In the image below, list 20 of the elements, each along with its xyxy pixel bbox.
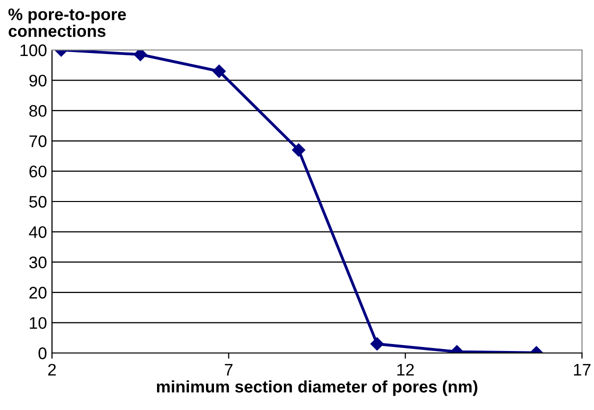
x-tick-label: 12 (397, 364, 414, 376)
point (292, 143, 306, 157)
y-tick-label: 90 (29, 74, 46, 87)
y-tick-label: 100 (20, 44, 46, 56)
point (134, 50, 147, 62)
y-tick-label: 30 (29, 256, 46, 268)
y-tick-label: 60 (29, 166, 46, 178)
y-axis-title: % pore-to-pore connections (8, 8, 126, 37)
y-tick-label: 50 (29, 196, 46, 208)
y-tick-label: 10 (30, 317, 46, 329)
x-axis-title: minimum section diameter of pores (nm) (156, 380, 478, 396)
y-tick-label: 80 (29, 105, 46, 117)
x-tick-label: 17 (574, 364, 590, 376)
y-tick-label: 0 (38, 347, 46, 360)
y-tick-label: 70 (29, 135, 46, 148)
x-tick-label: 2 (48, 364, 56, 376)
y-tick-label: 40 (28, 226, 46, 238)
point (212, 64, 226, 78)
x-tick-label: 7 (224, 364, 232, 376)
y-tick-label: 20 (29, 286, 46, 299)
